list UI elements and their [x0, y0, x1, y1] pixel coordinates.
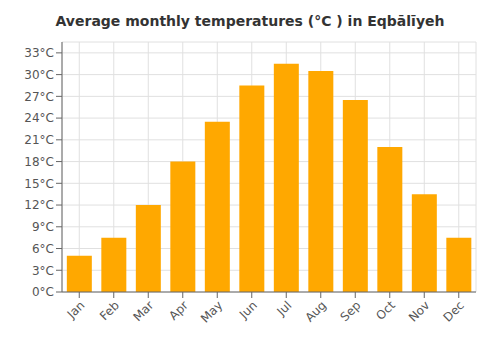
- svg-text:Sep: Sep: [337, 298, 363, 324]
- svg-text:33°C: 33°C: [24, 46, 54, 60]
- svg-text:18°C: 18°C: [24, 155, 54, 169]
- svg-text:0°C: 0°C: [32, 285, 54, 299]
- svg-text:Jan: Jan: [64, 298, 88, 322]
- svg-text:Apr: Apr: [166, 298, 191, 323]
- svg-text:Oct: Oct: [373, 298, 398, 323]
- svg-text:Jul: Jul: [274, 298, 295, 319]
- svg-text:30°C: 30°C: [24, 68, 54, 82]
- svg-text:15°C: 15°C: [24, 177, 54, 191]
- svg-text:9°C: 9°C: [32, 220, 54, 234]
- svg-text:24°C: 24°C: [24, 111, 54, 125]
- svg-text:Feb: Feb: [97, 298, 122, 323]
- svg-text:May: May: [198, 298, 225, 325]
- svg-text:3°C: 3°C: [32, 264, 54, 278]
- svg-text:Nov: Nov: [406, 298, 432, 324]
- svg-text:Jun: Jun: [236, 298, 260, 322]
- svg-text:6°C: 6°C: [32, 242, 54, 256]
- svg-text:21°C: 21°C: [24, 133, 54, 147]
- svg-text:12°C: 12°C: [24, 198, 54, 212]
- svg-text:Dec: Dec: [441, 298, 467, 324]
- svg-text:Mar: Mar: [130, 298, 156, 324]
- svg-text:Aug: Aug: [302, 298, 328, 324]
- svg-text:27°C: 27°C: [24, 90, 54, 104]
- html-text:Average monthly temperatures (: Average monthly temperatures (°C ) in Eq…: [55, 13, 445, 29]
